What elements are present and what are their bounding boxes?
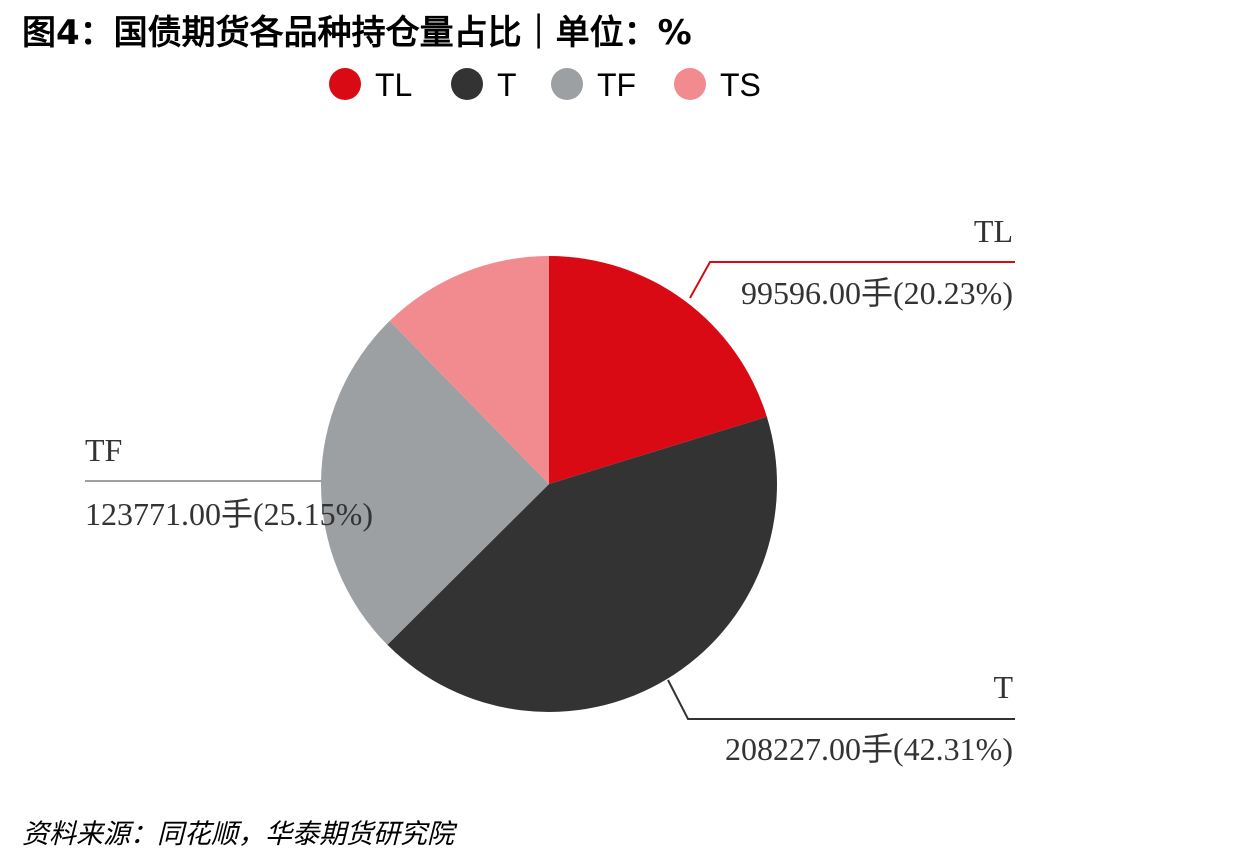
leader-line [667, 679, 1015, 720]
legend-label: TS [720, 67, 761, 103]
legend-marker [451, 68, 483, 100]
value-label: 208227.00手(42.31%) [725, 731, 1013, 767]
slice-name: TF [85, 432, 122, 468]
pie-slice [321, 320, 549, 645]
value-label: 99596.00手(20.23%) [741, 275, 1013, 311]
legend-marker [329, 68, 361, 100]
pie-slice [387, 416, 777, 712]
value-label: 123771.00手(25.15%) [85, 496, 373, 532]
legend-label: T [497, 67, 517, 103]
legend-marker [551, 68, 583, 100]
slice-name: TL [974, 213, 1013, 249]
leader-line [689, 261, 1015, 299]
chart-title: 图4：国债期货各品种持仓量占比｜单位：% [22, 13, 692, 53]
pie-slice [549, 256, 767, 484]
source-note: 资料来源：同花顺，华泰期货研究院 [22, 819, 458, 850]
pie-slice [389, 256, 549, 484]
slice-name: T [993, 669, 1013, 705]
legend-label: TF [597, 67, 636, 103]
legend-label: TL [375, 67, 412, 103]
legend-marker [674, 68, 706, 100]
